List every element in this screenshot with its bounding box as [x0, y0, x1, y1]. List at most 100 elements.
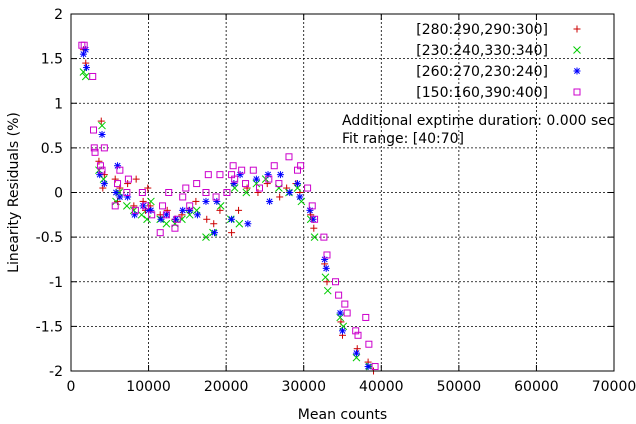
data-point — [116, 184, 124, 192]
data-point — [249, 166, 257, 174]
data-point — [178, 215, 186, 224]
data-point — [235, 206, 243, 214]
data-point — [156, 229, 164, 237]
y-axis-label: Linearity Residuals (%) — [6, 112, 22, 273]
data-point — [116, 193, 124, 201]
data-point — [79, 68, 88, 76]
data-point — [98, 130, 106, 138]
data-point — [96, 171, 104, 179]
data-point — [100, 180, 108, 188]
y-tick-label: -0.5 — [36, 230, 63, 246]
data-point — [131, 206, 139, 214]
data-point — [89, 72, 97, 80]
data-point — [192, 197, 200, 205]
data-point — [172, 215, 180, 223]
data-point — [98, 121, 106, 130]
data-point — [228, 229, 236, 237]
data-point — [244, 220, 252, 228]
data-point — [297, 162, 305, 170]
data-point — [162, 211, 170, 219]
data-point — [308, 202, 316, 210]
data-point — [122, 202, 131, 210]
data-point — [365, 340, 373, 348]
data-point — [202, 197, 210, 205]
data-point — [193, 180, 201, 188]
y-tick-label: 1.5 — [41, 52, 63, 68]
y-tick-label: -1.5 — [36, 319, 63, 335]
data-point — [321, 255, 329, 263]
data-point — [202, 189, 210, 196]
data-point — [100, 144, 108, 152]
data-point — [228, 215, 236, 223]
data-point — [124, 180, 132, 188]
legend: [280:290,290:300] [230:240,330:340] [260:2… — [416, 22, 581, 101]
data-point — [362, 313, 370, 321]
data-point — [235, 219, 244, 228]
data-point — [243, 184, 251, 192]
data-point — [130, 202, 138, 210]
legend-marker — [573, 46, 581, 54]
data-point — [311, 215, 319, 223]
data-point — [81, 72, 90, 81]
series-4-points — [78, 41, 379, 371]
data-point — [210, 220, 218, 228]
data-point — [179, 193, 187, 201]
data-point — [323, 251, 331, 259]
x-tick-label: 40000 — [359, 379, 404, 395]
legend-marker — [573, 88, 581, 96]
legend-marker — [573, 67, 581, 75]
data-point — [148, 211, 156, 219]
data-point — [212, 193, 220, 201]
data-point — [186, 206, 194, 214]
data-point — [82, 59, 90, 67]
data-point — [294, 180, 302, 188]
data-point — [97, 117, 105, 125]
y-tick-label: 0.5 — [41, 141, 63, 157]
data-point — [266, 197, 274, 205]
data-point — [204, 171, 212, 179]
plot-frame — [70, 13, 615, 372]
data-point — [216, 171, 224, 179]
data-point — [179, 206, 187, 214]
data-point — [178, 211, 186, 219]
data-point — [285, 153, 293, 161]
data-point — [296, 193, 304, 201]
data-point — [270, 162, 278, 170]
data-point — [111, 175, 119, 183]
data-point — [364, 363, 372, 371]
data-point — [304, 184, 312, 192]
data-point — [82, 46, 90, 54]
data-point — [323, 286, 332, 295]
data-point — [310, 224, 318, 232]
data-point — [353, 345, 361, 353]
data-point — [162, 211, 170, 219]
data-point — [223, 189, 231, 196]
data-point — [138, 189, 146, 196]
data-point — [320, 233, 328, 241]
x-tick-label: 30000 — [281, 379, 326, 395]
annotation-exptime: Additional exptime duration: 0.000 sec — [342, 113, 615, 129]
data-point — [265, 175, 273, 183]
data-point — [124, 193, 132, 201]
data-point — [252, 175, 260, 183]
data-point — [114, 180, 122, 188]
data-point — [83, 64, 91, 72]
data-point — [341, 300, 349, 308]
x-tick-label: 0 — [67, 379, 76, 395]
x-tick-label: 70000 — [592, 379, 636, 395]
data-point — [255, 184, 263, 192]
data-points — [78, 41, 379, 375]
data-point — [95, 157, 103, 165]
data-point — [332, 278, 340, 286]
legend-label: [260:270,230:240] — [416, 64, 548, 80]
data-point — [297, 197, 306, 206]
data-point — [231, 175, 239, 183]
data-point — [182, 184, 190, 192]
x-tick-label: 50000 — [437, 379, 482, 395]
data-point — [343, 309, 351, 317]
data-point — [286, 189, 294, 196]
data-point — [203, 215, 211, 223]
data-point — [124, 175, 132, 183]
data-point — [91, 148, 99, 156]
